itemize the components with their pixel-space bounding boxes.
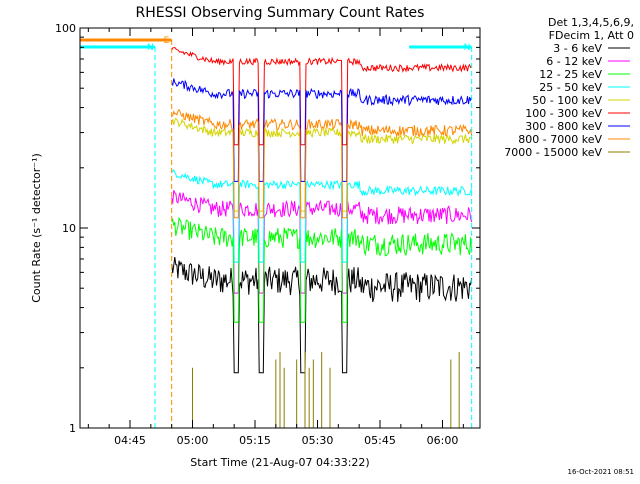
y-tick-label-0: 1 xyxy=(69,422,76,435)
y-tick-label-2: 100 xyxy=(55,22,76,35)
legend-label-8: 7000 - 15000 keV xyxy=(504,146,602,159)
series-line-7 xyxy=(171,108,473,219)
plot-area: N NE xyxy=(80,36,473,428)
x-tick-label-3: 05:30 xyxy=(302,434,334,447)
x-tick-label-4: 05:45 xyxy=(364,434,396,447)
legend-label-6: 300 - 800 keV xyxy=(525,120,602,133)
y-tick-label-1: 10 xyxy=(62,222,76,235)
series-line-2 xyxy=(171,216,473,323)
y-axis-title: Count Rate (s⁻¹ detector⁻¹) xyxy=(30,153,43,303)
axes: 1 10 100 04:45 05:00 05:15 05:30 05:45 06:00 xyxy=(55,22,480,447)
chart-title: RHESSI Observing Summary Count Rates xyxy=(136,5,425,21)
series-line-6 xyxy=(171,78,473,182)
flag-label-1: N xyxy=(464,43,471,53)
x-axis-title: Start Time (21-Aug-07 04:33:22) xyxy=(190,456,369,469)
legend-label-0: 3 - 6 keV xyxy=(553,42,602,55)
x-tick-label-5: 06:00 xyxy=(427,434,459,447)
legend-label-2: 12 - 25 keV xyxy=(539,68,602,81)
flag-label-0: N xyxy=(147,43,154,53)
legend-label-4: 50 - 100 keV xyxy=(532,94,602,107)
x-tick-label-1: 05:00 xyxy=(177,434,209,447)
legend: Det 1,3,4,5,6,9, FDecim 1, Att 0 3 - 6 k… xyxy=(504,16,634,159)
series-line-1 xyxy=(171,190,473,294)
x-tick-label-2: 05:15 xyxy=(239,434,271,447)
legend-label-7: 800 - 7000 keV xyxy=(518,133,602,146)
legend-label-5: 100 - 300 keV xyxy=(525,107,602,120)
series-line-3 xyxy=(171,168,473,263)
legend-label-3: 25 - 50 keV xyxy=(539,81,602,94)
legend-header-line-2: FDecim 1, Att 0 xyxy=(549,29,634,42)
series-line-5 xyxy=(171,46,472,146)
x-tick-label-0: 04:45 xyxy=(114,434,146,447)
footer-timestamp: 16-Oct-2021 08:51 xyxy=(568,468,634,476)
flag-label-2: E xyxy=(164,36,170,46)
series-line-0 xyxy=(171,257,473,374)
legend-label-1: 6 - 12 keV xyxy=(546,55,602,68)
legend-header-line-1: Det 1,3,4,5,6,9, xyxy=(548,16,634,29)
